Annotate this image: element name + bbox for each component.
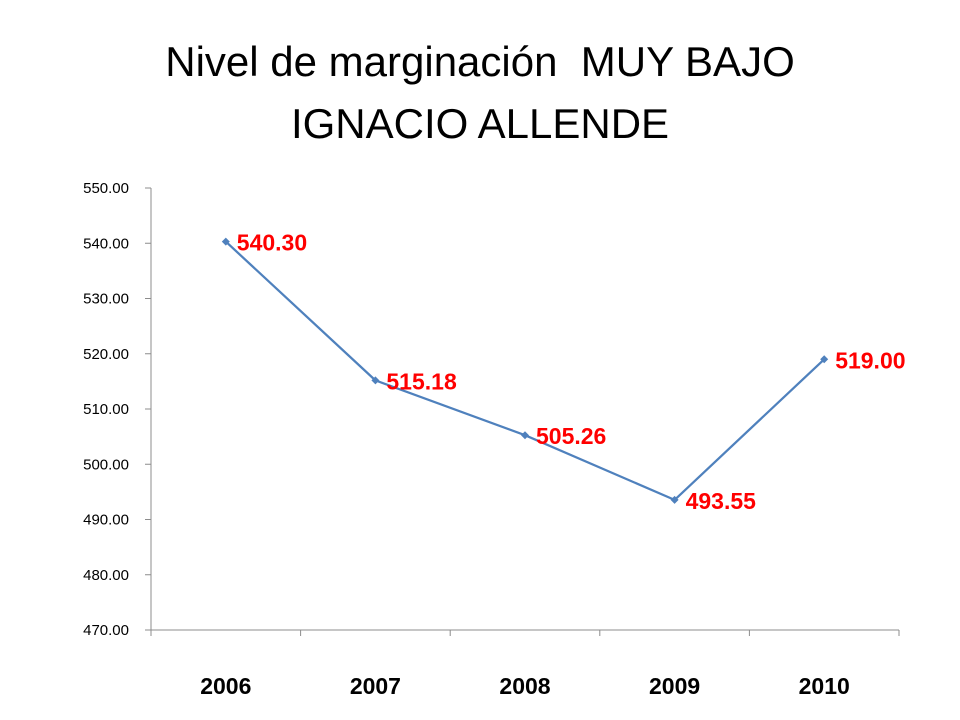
- x-tick-label: 2007: [350, 673, 401, 699]
- y-tick-label: 510.00: [83, 401, 129, 418]
- x-tick-label: 2008: [499, 673, 550, 699]
- chart-title-line-2: IGNACIO ALLENDE: [290, 100, 670, 147]
- y-tick-label: 520.00: [83, 346, 129, 363]
- data-point-marker: [521, 431, 529, 440]
- x-tick-label: 2010: [799, 673, 850, 699]
- data-label: 505.26: [536, 423, 606, 449]
- data-point-marker: [820, 355, 829, 364]
- data-point-marker: [670, 495, 679, 504]
- y-tick-label: 550.00: [83, 180, 129, 197]
- y-tick-label: 500.00: [83, 456, 129, 473]
- data-point-marker: [371, 376, 380, 385]
- data-label: 519.00: [835, 347, 905, 373]
- data-label: 493.55: [686, 488, 757, 514]
- y-tick-label: 470.00: [83, 622, 129, 639]
- chart-title-line-1: Nivel de marginación MUY BAJO: [165, 38, 795, 85]
- x-tick-label: 2006: [200, 673, 251, 699]
- data-labels-group: 540.30 515.18 505.26 493.55 519.00: [237, 230, 906, 514]
- data-label: 540.30: [237, 230, 307, 256]
- data-point-marker: [221, 237, 230, 246]
- y-tick-label: 490.00: [83, 512, 129, 529]
- y-axis-ticks: 470.00 480.00 490.00 500.00 510.00 520.00 530.…: [83, 180, 151, 639]
- y-tick-label: 480.00: [83, 567, 129, 584]
- data-label: 515.18: [386, 368, 457, 394]
- series-group: [221, 237, 829, 504]
- x-tick-label: 2009: [649, 673, 700, 699]
- x-axis-ticks: 2006 2007 2008 2009 2010: [150, 630, 900, 699]
- series-line: [225, 240, 825, 502]
- y-tick-label: 530.00: [83, 291, 129, 308]
- y-tick-label: 540.00: [83, 235, 129, 252]
